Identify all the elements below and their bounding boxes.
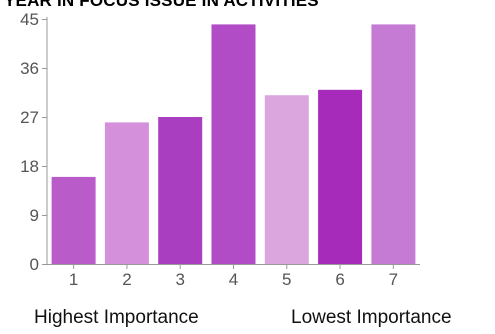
x-tick-label-3: 3 [175,270,184,289]
x-tick-label-5: 5 [282,270,291,289]
caption-highest-importance: Highest Importance [34,307,199,329]
x-tick-label-2: 2 [122,270,131,289]
x-tick-label-6: 6 [335,270,344,289]
x-tick-label-7: 7 [389,270,398,289]
y-tick-label-45: 45 [20,10,39,29]
caption-lowest-importance: Lowest Importance [291,307,452,329]
bar-7 [371,24,415,264]
y-tick-label-18: 18 [20,157,39,176]
y-tick-label-9: 9 [30,206,39,225]
x-tick-label-1: 1 [69,270,78,289]
y-tick-label-27: 27 [20,108,39,127]
y-tick-label-36: 36 [20,59,39,78]
bar-6 [318,90,362,264]
bar-3 [158,117,202,264]
bar-1 [52,177,96,264]
bar-2 [105,122,149,264]
x-tick-label-4: 4 [229,270,238,289]
bar-5 [265,95,309,264]
bar-4 [212,24,256,264]
bars-layer [52,24,416,264]
y-tick-label-0: 0 [30,255,39,274]
